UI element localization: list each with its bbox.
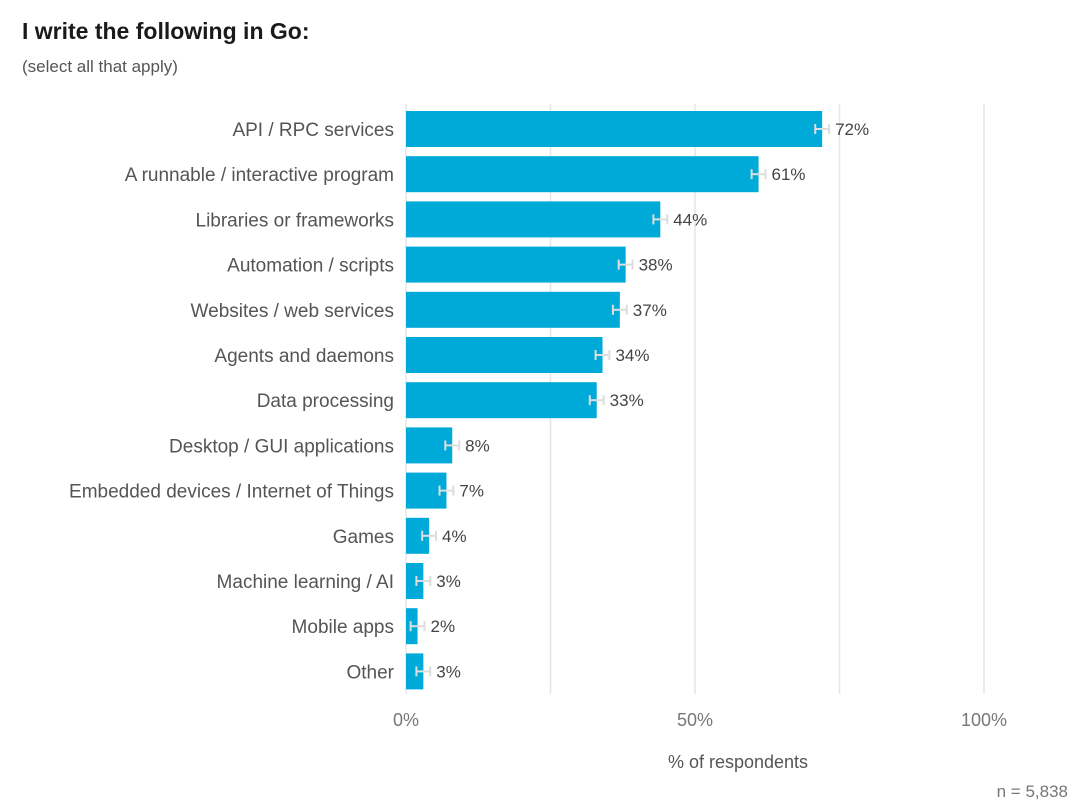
x-tick-label: 100% (961, 710, 1007, 730)
bar (406, 653, 424, 690)
bar (406, 156, 759, 193)
category-label: Websites / web services (191, 301, 394, 322)
bar (406, 337, 603, 373)
bar (406, 111, 823, 147)
bar (406, 517, 430, 554)
chart-title: I write the following in Go: (22, 18, 310, 44)
category-label: Desktop / GUI applications (169, 436, 394, 457)
value-label: 7% (459, 482, 484, 501)
value-label: 34% (615, 346, 649, 365)
value-label: 2% (430, 617, 455, 636)
value-label: 37% (633, 301, 667, 320)
category-label: Mobile apps (292, 617, 394, 638)
x-tick-label: 0% (393, 710, 419, 730)
category-label: API / RPC services (232, 120, 394, 141)
value-label: 4% (442, 527, 467, 546)
value-label: 3% (436, 662, 461, 681)
sample-size-label: n = 5,838 (996, 782, 1068, 801)
category-label: Other (346, 662, 394, 683)
category-label: Data processing (257, 391, 394, 412)
x-axis-title: % of respondents (668, 752, 808, 772)
category-label: Automation / scripts (227, 256, 394, 277)
category-label: Embedded devices / Internet of Things (69, 482, 394, 503)
value-label: 8% (465, 436, 490, 455)
bar (406, 246, 626, 283)
value-label: 44% (673, 210, 707, 229)
value-label: 61% (772, 165, 806, 184)
bar (406, 291, 620, 328)
bar (406, 201, 661, 238)
category-label: Games (333, 527, 394, 548)
x-tick-label: 50% (677, 710, 713, 730)
value-label: 72% (835, 120, 869, 139)
bars (406, 111, 831, 690)
bar (406, 563, 424, 599)
bar (406, 382, 597, 419)
category-label: Libraries or frameworks (196, 210, 395, 231)
chart-subtitle: (select all that apply) (22, 57, 178, 76)
value-label: 38% (639, 256, 673, 275)
labels: API / RPC services 72% A runnable / intera… (69, 120, 1007, 730)
category-label: Machine learning / AI (217, 572, 394, 593)
category-label: A runnable / interactive program (125, 165, 394, 186)
category-label: Agents and daemons (214, 346, 394, 367)
value-label: 33% (610, 391, 644, 410)
value-label: 3% (436, 572, 461, 591)
